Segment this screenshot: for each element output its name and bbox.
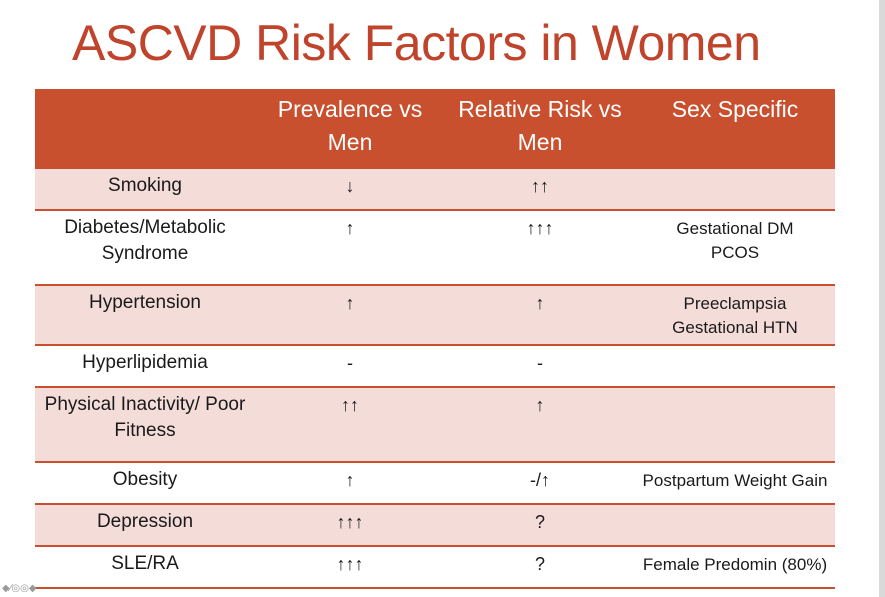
factor-cell: Physical Inactivity/ Poor Fitness <box>35 386 255 462</box>
factor-cell: Smoking <box>35 167 255 210</box>
relative-risk-cell: ↑↑ <box>445 167 635 210</box>
factor-cell: Diabetes/Metabolic Syndrome <box>35 209 255 285</box>
sex-specific-line: Postpartum Weight Gain <box>642 471 828 490</box>
sex-specific-cell <box>635 344 835 387</box>
relative-risk-cell: - <box>445 344 635 387</box>
header-sex-specific: Sex Specific <box>635 89 835 168</box>
header-relative-risk: Relative Risk vs Men <box>445 89 635 168</box>
sex-specific-cell: Preeclampsia Gestational HTN <box>635 284 835 345</box>
prevalence-cell: ↓ <box>255 167 445 210</box>
sex-specific-line: Gestational DM <box>676 219 794 238</box>
sex-specific-line: Preeclampsia <box>683 294 787 313</box>
prevalence-cell: ↑↑↑ <box>255 503 445 546</box>
table-row: Diabetes/Metabolic Syndrome ↑ ↑↑↑ Gestat… <box>35 209 835 285</box>
relative-risk-cell: ↑↑↑ <box>445 209 635 285</box>
prevalence-cell: ↑↑↑ <box>255 545 445 589</box>
sex-specific-line: Female Predomin (80%) <box>642 555 828 574</box>
relative-risk-cell: -/↑ <box>445 461 635 504</box>
prevalence-cell: ↑ <box>255 461 445 504</box>
factor-cell: SLE/RA <box>35 545 255 589</box>
table-row: Smoking ↓ ↑↑ <box>35 167 835 210</box>
sex-specific-line: PCOS <box>710 243 760 262</box>
prevalence-cell: ↑ <box>255 284 445 345</box>
table-row: Depression ↑↑↑ ? <box>35 503 835 546</box>
prevalence-cell: ↑↑ <box>255 386 445 462</box>
risk-factors-table: Prevalence vs Men Relative Risk vs Men S… <box>35 89 835 589</box>
sex-specific-cell: Postpartum Weight Gain <box>635 461 835 504</box>
sex-specific-cell <box>635 167 835 210</box>
relative-risk-cell: ? <box>445 503 635 546</box>
factor-cell: Hypertension <box>35 284 255 345</box>
window-edge <box>879 0 885 597</box>
table-row: Hypertension ↑ ↑ Preeclampsia Gestationa… <box>35 284 835 345</box>
slide-nav-toolbar-icons[interactable]: ◆⁄◎◎◆ <box>2 583 37 594</box>
factor-cell: Depression <box>35 503 255 546</box>
relative-risk-cell: ↑ <box>445 386 635 462</box>
table-row: Hyperlipidemia - - <box>35 344 835 387</box>
header-factor <box>35 89 255 168</box>
sex-specific-cell <box>635 386 835 462</box>
sex-specific-cell: Female Predomin (80%) <box>635 545 835 589</box>
prevalence-cell: ↑ <box>255 209 445 285</box>
table-row: SLE/RA ↑↑↑ ? Female Predomin (80%) <box>35 545 835 589</box>
slide-title: ASCVD Risk Factors in Women <box>72 15 761 71</box>
table-header-row: Prevalence vs Men Relative Risk vs Men S… <box>35 89 835 168</box>
relative-risk-cell: ↑ <box>445 284 635 345</box>
relative-risk-cell: ? <box>445 545 635 589</box>
sex-specific-cell: Gestational DM PCOS <box>635 209 835 285</box>
table-row: Obesity ↑ -/↑ Postpartum Weight Gain <box>35 461 835 504</box>
sex-specific-line: Gestational HTN <box>672 318 798 337</box>
prevalence-cell: - <box>255 344 445 387</box>
factor-cell: Obesity <box>35 461 255 504</box>
sex-specific-cell <box>635 503 835 546</box>
table-row: Physical Inactivity/ Poor Fitness ↑↑ ↑ <box>35 386 835 462</box>
header-prevalence: Prevalence vs Men <box>255 89 445 168</box>
factor-cell: Hyperlipidemia <box>35 344 255 387</box>
